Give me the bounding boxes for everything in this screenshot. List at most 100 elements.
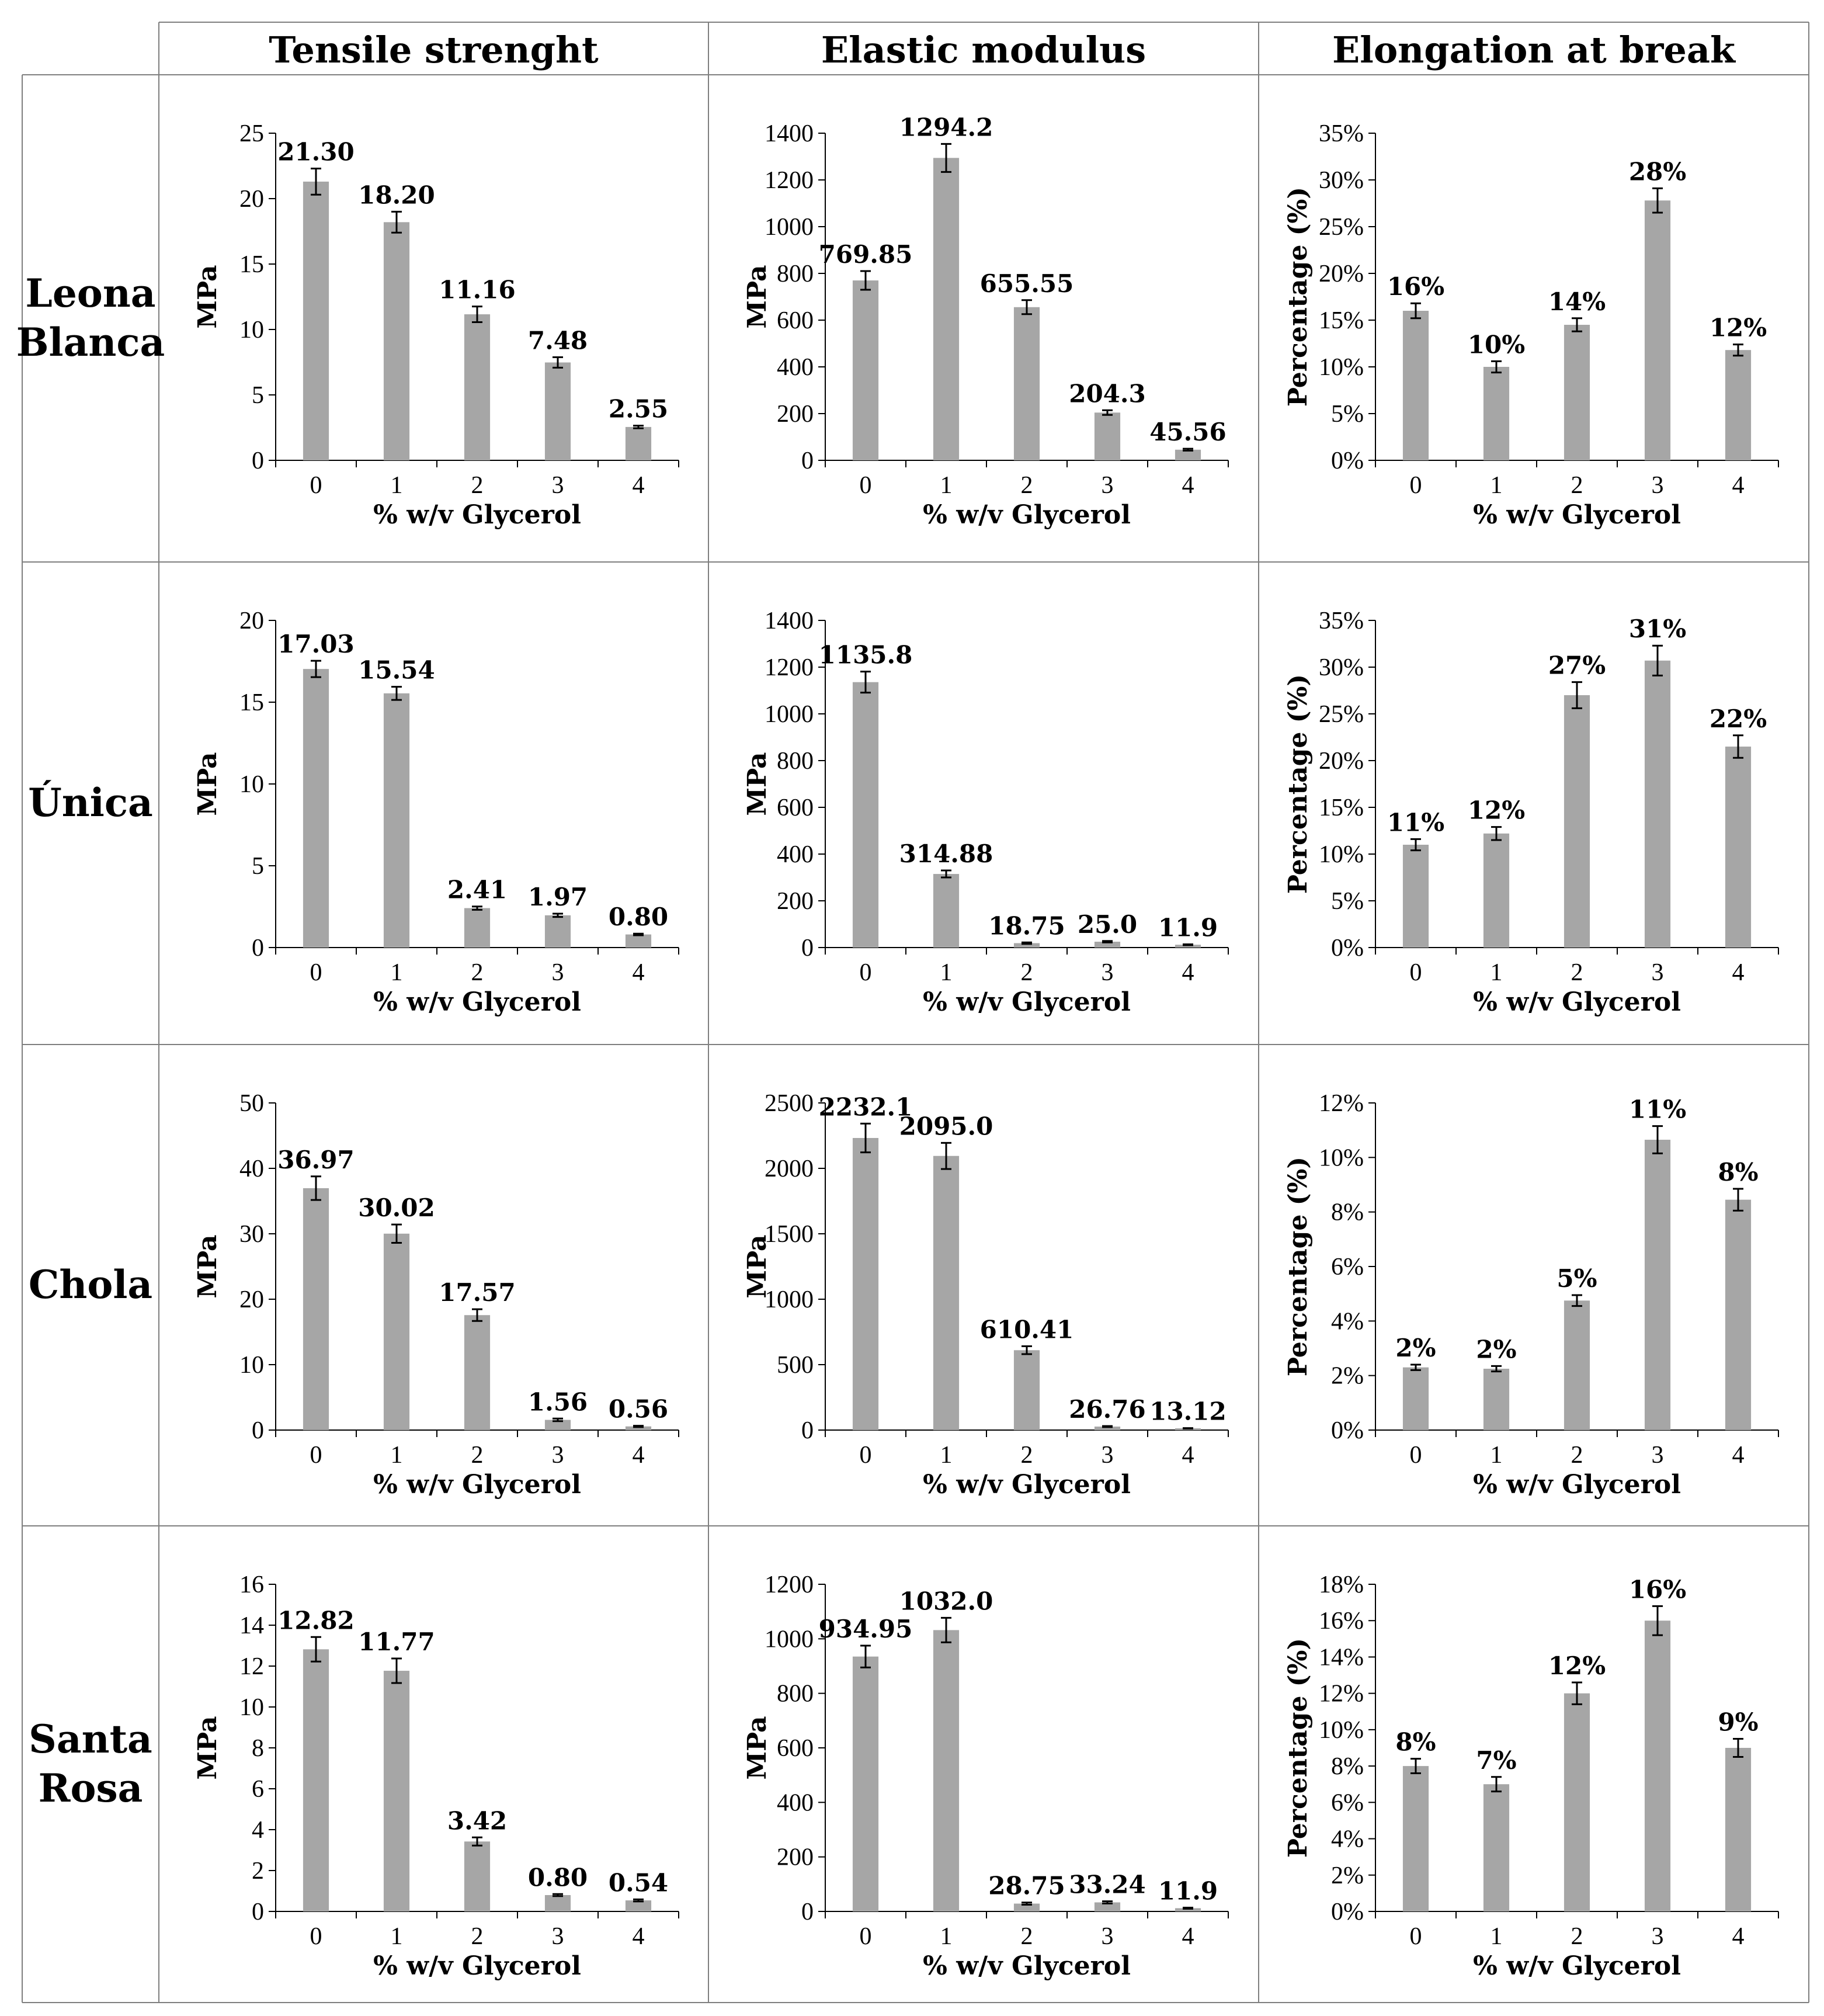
bar xyxy=(1094,412,1121,460)
bar xyxy=(544,1420,571,1430)
x-tick-label: 3 xyxy=(1102,472,1114,499)
data-label: 2% xyxy=(1476,1335,1516,1363)
bar-chart: 0% 2% 4% 6% 8% 10% 12% 14% 16% 18% 8% 0 7% 1 12% 2 16% 3 9… xyxy=(1283,1571,1779,1981)
data-label: 11.9 xyxy=(1158,1877,1218,1906)
y-tick-label: 1000 xyxy=(765,701,814,728)
y-tick-label: 800 xyxy=(777,261,814,287)
x-tick-label: 3 xyxy=(1652,1923,1664,1950)
data-label: 0.80 xyxy=(528,1863,588,1892)
bar xyxy=(1725,350,1752,460)
data-label: 36.97 xyxy=(277,1146,355,1174)
y-tick-label: 10 xyxy=(239,1694,264,1721)
data-label: 12% xyxy=(1548,1651,1606,1680)
data-label: 3.42 xyxy=(447,1806,507,1835)
bar xyxy=(933,1156,960,1430)
x-tick-label: 0 xyxy=(310,472,322,499)
x-tick-label: 4 xyxy=(1182,1442,1194,1469)
data-label: 11% xyxy=(1387,808,1444,837)
x-tick-label: 2 xyxy=(1571,1442,1583,1469)
data-label: 11.16 xyxy=(439,276,516,304)
bar xyxy=(1402,1766,1429,1911)
y-tick-label: 0 xyxy=(252,935,264,962)
bar xyxy=(303,1649,329,1911)
data-label: 10% xyxy=(1468,330,1525,359)
data-label: 769.85 xyxy=(819,240,913,269)
bar xyxy=(1564,695,1590,948)
y-axis-title: MPa xyxy=(742,752,772,816)
x-tick-label: 2 xyxy=(471,472,484,499)
x-tick-label: 3 xyxy=(1652,1442,1664,1469)
data-label: 33.24 xyxy=(1069,1871,1146,1899)
x-tick-label: 4 xyxy=(633,959,645,986)
bar-chart: 0 500 1000 1500 2000 2500 2232.1 0 2095.0 1 610.41… xyxy=(742,1090,1229,1500)
x-tick-label: 1 xyxy=(391,1442,403,1469)
x-tick-label: 0 xyxy=(310,1923,322,1950)
data-label: 0.54 xyxy=(609,1868,668,1897)
x-tick-label: 4 xyxy=(633,1923,645,1950)
x-axis-title: % w/v Glycerol xyxy=(373,500,581,530)
x-tick-label: 2 xyxy=(1571,472,1583,499)
x-axis-title: % w/v Glycerol xyxy=(373,987,581,1017)
bar xyxy=(1013,307,1040,460)
bar xyxy=(1644,1140,1671,1430)
bar xyxy=(464,314,491,460)
x-tick-label: 0 xyxy=(1410,472,1422,499)
bar xyxy=(464,1841,491,1911)
y-tick-label: 400 xyxy=(777,841,814,868)
data-label: 2.41 xyxy=(447,876,507,904)
x-tick-label: 3 xyxy=(1102,959,1114,986)
y-tick-label: 25% xyxy=(1319,214,1364,241)
data-label: 12% xyxy=(1468,796,1525,825)
x-tick-label: 3 xyxy=(552,1442,564,1469)
y-tick-label: 1200 xyxy=(765,167,814,194)
x-tick-label: 1 xyxy=(940,472,953,499)
bar xyxy=(1564,1693,1590,1911)
bar xyxy=(1175,1908,1201,1911)
data-label: 5% xyxy=(1557,1264,1597,1293)
bar xyxy=(1725,1748,1752,1911)
y-tick-label: 0% xyxy=(1331,447,1364,474)
y-tick-label: 1400 xyxy=(765,120,814,147)
data-label: 934.95 xyxy=(819,1615,913,1643)
bar xyxy=(1483,833,1510,948)
y-tick-label: 400 xyxy=(777,354,814,381)
y-tick-label: 15 xyxy=(239,689,264,716)
bar-chart: 0% 2% 4% 6% 8% 10% 12% 2% 0 2% 1 5% 2 11% 3 8% 4 % w/v Gl… xyxy=(1283,1090,1779,1500)
y-tick-label: 2 xyxy=(252,1858,264,1885)
x-tick-label: 3 xyxy=(1102,1923,1114,1950)
y-tick-label: 5% xyxy=(1331,401,1364,428)
y-tick-label: 200 xyxy=(777,1844,814,1871)
x-tick-label: 1 xyxy=(391,472,403,499)
y-tick-label: 8% xyxy=(1331,1199,1364,1226)
y-tick-label: 30% xyxy=(1319,167,1364,194)
y-tick-label: 18% xyxy=(1319,1571,1364,1598)
bar xyxy=(852,1656,879,1911)
data-label: 11% xyxy=(1629,1095,1686,1124)
y-tick-label: 10 xyxy=(239,317,264,343)
x-tick-label: 2 xyxy=(1021,1923,1033,1950)
x-tick-label: 0 xyxy=(1410,1442,1422,1469)
y-tick-label: 0 xyxy=(801,935,814,962)
data-label: 17.03 xyxy=(277,630,355,658)
bar-chart: 02004006008001000120014001135.80314.8811… xyxy=(742,608,1229,1017)
data-label: 26.76 xyxy=(1069,1395,1146,1424)
data-label: 16% xyxy=(1629,1575,1686,1604)
y-axis-title: MPa xyxy=(742,265,772,328)
bar xyxy=(1483,1369,1510,1430)
y-tick-label: 2000 xyxy=(765,1156,814,1182)
bar-chart: 0 5 10 15 20 17.03 0 15.54 1 2.41 2 1.97 3 0.80 4 % w/v… xyxy=(193,608,679,1017)
x-axis-title: % w/v Glycerol xyxy=(1473,1951,1681,1981)
x-tick-label: 1 xyxy=(1491,959,1503,986)
y-axis-title: MPa xyxy=(742,1234,772,1298)
x-tick-label: 4 xyxy=(633,1442,645,1469)
y-tick-label: 1400 xyxy=(765,608,814,634)
x-tick-label: 1 xyxy=(940,959,953,986)
row-label: Rosa xyxy=(39,1765,143,1811)
x-tick-label: 2 xyxy=(471,959,484,986)
bar xyxy=(383,1671,410,1911)
y-tick-label: 0% xyxy=(1331,935,1364,962)
x-tick-label: 4 xyxy=(1182,959,1194,986)
x-tick-label: 0 xyxy=(310,959,322,986)
x-tick-label: 3 xyxy=(1102,1442,1114,1469)
data-label: 16% xyxy=(1387,272,1444,301)
